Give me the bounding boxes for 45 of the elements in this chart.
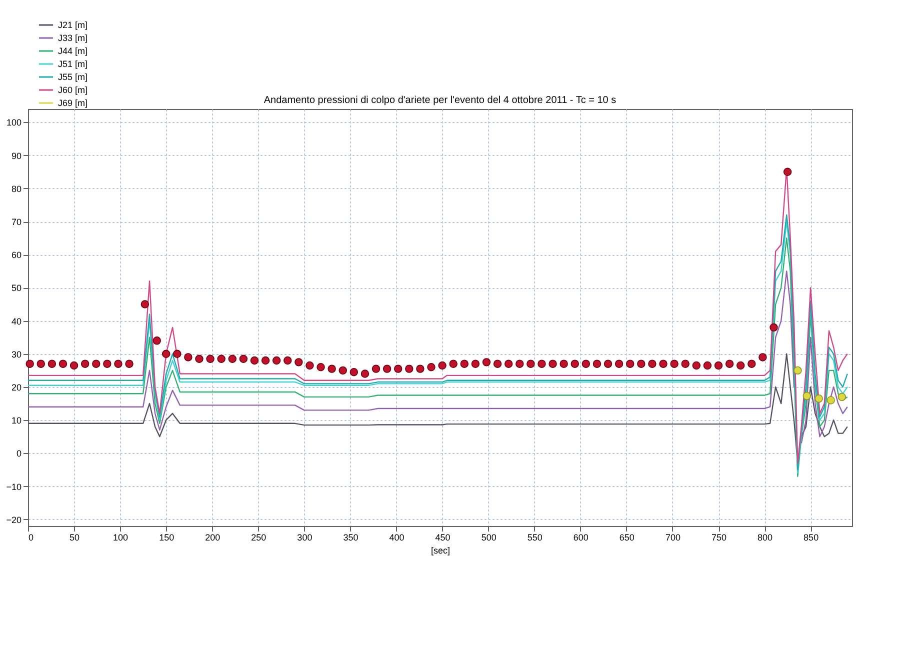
- y-tick-label: 10: [11, 416, 22, 426]
- x-tick-label: 650: [619, 532, 634, 542]
- x-tick-label: 50: [70, 532, 80, 542]
- y-tick-label: 0: [16, 448, 22, 459]
- point: [838, 392, 846, 402]
- legend-label: J69 [m]: [58, 98, 88, 108]
- x-tick-label: 700: [665, 532, 680, 542]
- x-tick-label: 300: [297, 532, 312, 542]
- legend-label: J44 [m]: [58, 46, 88, 56]
- x-tick-label: 350: [343, 532, 358, 542]
- x-tick-label: 550: [527, 532, 542, 542]
- y-tick-label: −20: [6, 514, 22, 525]
- y-tick-label: 30: [11, 349, 22, 360]
- point: [802, 392, 811, 400]
- legend-label: J51 [m]: [58, 59, 88, 69]
- y-tick-label: 90: [11, 150, 22, 161]
- y-tick-label: −10: [6, 482, 22, 492]
- legend-label: J21 [m]: [58, 20, 88, 30]
- legend-label: J60 [m]: [58, 85, 88, 95]
- x-tick-label: 250: [251, 532, 266, 542]
- y-tick-label: 100: [6, 118, 22, 128]
- y-tick-label: 40: [11, 316, 22, 326]
- x-tick-label: 600: [573, 532, 588, 542]
- point: [794, 366, 802, 375]
- y-tick-label: 20: [11, 382, 22, 392]
- y-tick-label: 60: [11, 250, 22, 260]
- x-tick-label: 0: [28, 532, 34, 542]
- legend-label: J55 [m]: [58, 72, 88, 82]
- x-tick-label: 750: [711, 532, 727, 542]
- y-tick-label: 80: [11, 184, 22, 194]
- x-tick-label: 850: [804, 532, 819, 542]
- legend-label: J33 [m]: [58, 33, 88, 43]
- x-tick-label: 150: [159, 532, 174, 542]
- chart-title: Andamento pressioni di colpo d'ariete per l'evento del 4 ottobre 2011 - Tc = 10 s: [264, 95, 616, 106]
- x-tick-label: 500: [481, 532, 496, 542]
- x-tick-label: 800: [758, 532, 773, 542]
- x-tick-label: 100: [113, 532, 128, 542]
- x-tick-label: 400: [389, 532, 404, 542]
- x-tick-label: 200: [205, 532, 220, 542]
- y-tick-label: 50: [11, 283, 22, 294]
- point: [826, 396, 835, 404]
- x-axis-title: [sec]: [430, 546, 450, 556]
- y-tick-label: 70: [11, 217, 22, 228]
- x-tick-label: 450: [435, 532, 450, 542]
- point: [814, 394, 823, 403]
